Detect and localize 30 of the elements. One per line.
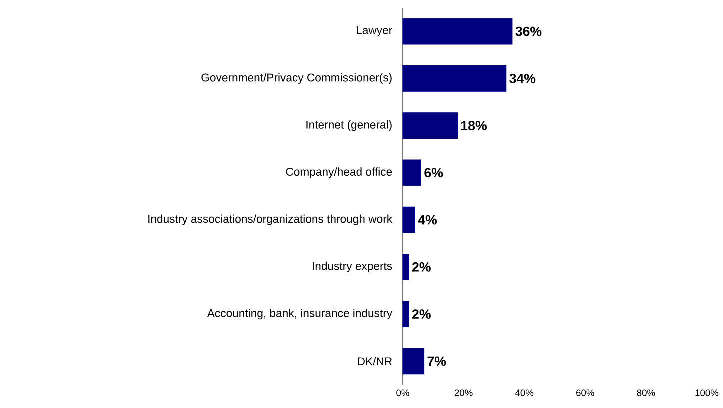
y-tick-label: Internet (general)	[306, 120, 392, 132]
y-tick-label: Industry associations/organizations through work	[148, 214, 393, 226]
data-label: 7%	[428, 356, 446, 366]
bar	[402, 301, 410, 328]
bar	[402, 206, 416, 234]
y-tick-label: DK/NR	[358, 357, 392, 366]
x-tick-label: 40%	[515, 390, 534, 396]
data-label: 2%	[412, 262, 431, 272]
bar	[402, 348, 425, 375]
x-tick-label: 80%	[637, 390, 656, 396]
bar	[402, 160, 422, 186]
data-label: 4%	[418, 215, 438, 225]
data-label: 6%	[424, 168, 444, 178]
x-tick-label: 0%	[396, 390, 410, 396]
y-tick-label: Company/head office	[286, 168, 392, 178]
y-tick-label: Lawyer	[356, 26, 392, 37]
x-tick-label: 20%	[454, 390, 473, 396]
data-label: 36%	[516, 26, 542, 36]
bar	[402, 65, 507, 92]
bar	[402, 112, 458, 140]
x-tick-label: 60%	[576, 390, 594, 396]
bar	[402, 18, 513, 45]
data-label: 2%	[412, 310, 431, 320]
y-tick-label: Industry experts	[313, 262, 392, 272]
y-tick-label: Accounting, bank, insurance industry	[207, 309, 393, 320]
data-label: 18%	[461, 121, 487, 131]
y-tick-label: Government/Privacy Commissioner(s)	[202, 73, 392, 84]
data-label: 34%	[510, 74, 536, 84]
x-tick-label: 100%	[696, 390, 719, 396]
bar	[402, 254, 410, 280]
